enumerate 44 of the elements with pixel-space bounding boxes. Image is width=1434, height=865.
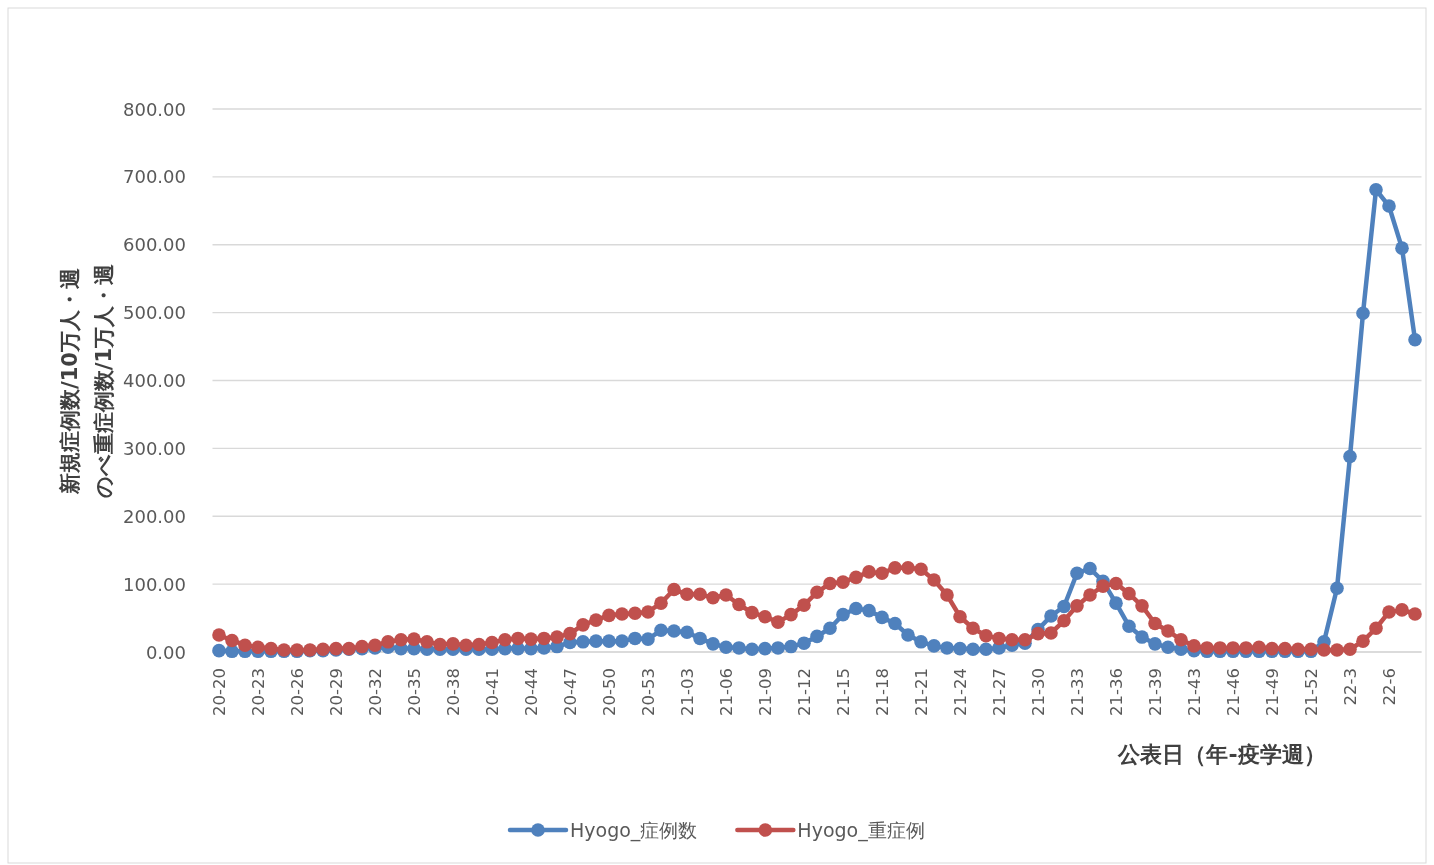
x-tick-label: 20-53	[639, 668, 658, 716]
x-tick-label: 22-6	[1380, 668, 1399, 706]
x-tick-label: 20-23	[249, 668, 268, 716]
x-tick-label: 20-35	[405, 668, 424, 716]
y-axis-title: 新規症例数/10万人・週のべ重症例数/1万人・週	[58, 263, 116, 499]
x-tick-label: 21-33	[1068, 668, 1087, 716]
y-tick-label: 700.00	[123, 166, 186, 188]
x-tick-label: 21-52	[1302, 668, 1321, 716]
x-tick-label: 20-47	[561, 668, 580, 716]
x-tick-label: 20-20	[210, 668, 229, 716]
x-tick-label: 21-12	[795, 668, 814, 716]
x-tick-label: 21-15	[834, 668, 853, 716]
x-tick-label: 20-44	[522, 668, 541, 716]
x-tick-label: 20-41	[483, 668, 502, 716]
x-tick-label: 20-29	[327, 668, 346, 716]
y-tick-label: 300.00	[123, 437, 186, 459]
x-tick-label: 21-06	[717, 668, 736, 716]
x-tick-label: 21-46	[1224, 668, 1243, 716]
x-tick-label: 20-50	[600, 668, 619, 716]
legend-label: Hyogo_症例数	[570, 819, 698, 842]
x-tick-label: 21-09	[756, 668, 775, 716]
x-tick-label: 22-3	[1341, 668, 1360, 706]
x-tick-label: 21-27	[990, 668, 1009, 716]
legend-label: Hyogo_重症例	[797, 819, 925, 842]
x-tick-label: 20-32	[366, 668, 385, 716]
x-tick-label: 20-38	[444, 668, 463, 716]
y-tick-label: 100.00	[123, 573, 186, 595]
x-tick-label: 21-30	[1029, 668, 1048, 716]
y-tick-label: 500.00	[123, 302, 186, 324]
x-tick-label: 21-49	[1263, 668, 1282, 716]
x-tick-label: 21-03	[678, 668, 697, 716]
x-tick-label: 21-43	[1185, 668, 1204, 716]
y-tick-label: 800.00	[123, 98, 186, 120]
x-tick-label: 21-21	[912, 668, 931, 716]
x-axis-title: 公表日（年-疫学週）	[1117, 742, 1326, 767]
y-tick-label: 200.00	[123, 505, 186, 527]
y-tick-label: 0.00	[145, 641, 186, 663]
x-tick-label: 21-18	[873, 668, 892, 716]
y-tick-label: 400.00	[123, 370, 186, 391]
x-tick-label: 21-24	[951, 668, 970, 716]
x-tick-label: 21-39	[1146, 668, 1165, 716]
y-tick-label: 600.00	[123, 234, 186, 256]
x-tick-label: 21-36	[1107, 668, 1126, 716]
x-tick-label: 20-26	[288, 668, 307, 716]
